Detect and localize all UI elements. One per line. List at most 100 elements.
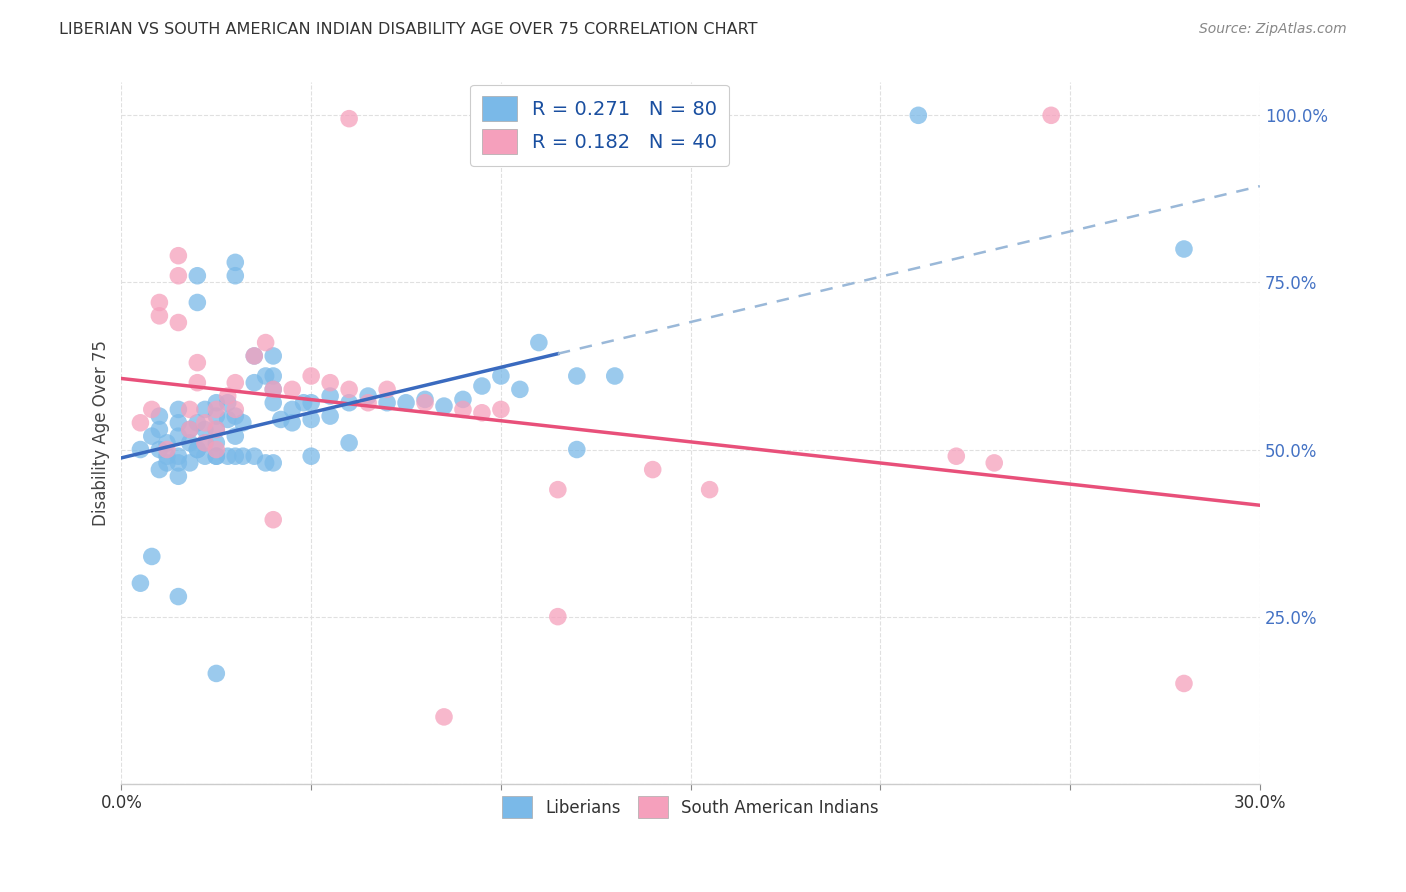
Point [254,335,277,350]
Point [565,369,588,384]
Point [262,369,284,384]
Point [156,442,179,457]
Point [186,376,208,390]
Point [217,396,239,410]
Point [194,422,217,436]
Point [243,349,266,363]
Point [217,449,239,463]
Point [270,412,292,426]
Point [357,389,380,403]
Point [194,402,217,417]
Point [319,389,342,403]
Text: LIBERIAN VS SOUTH AMERICAN INDIAN DISABILITY AGE OVER 75 CORRELATION CHART: LIBERIAN VS SOUTH AMERICAN INDIAN DISABI… [59,22,758,37]
Point [413,396,436,410]
Point [141,549,163,564]
Point [156,435,179,450]
Point [129,442,152,457]
Point [179,402,201,417]
Point [148,422,170,436]
Point [205,435,228,450]
Point [217,412,239,426]
Point [337,396,360,410]
Point [179,456,201,470]
Point [129,576,152,591]
Point [413,392,436,407]
Point [205,422,228,436]
Point [186,442,208,457]
Point [565,442,588,457]
Point [148,462,170,476]
Point [167,449,190,463]
Point [167,590,190,604]
Point [433,710,456,724]
Point [243,376,266,390]
Point [433,399,456,413]
Point [205,666,228,681]
Point [299,412,322,426]
Point [1173,676,1195,690]
Point [167,249,190,263]
Point [281,402,304,417]
Point [179,435,201,450]
Point [194,435,217,450]
Point [205,449,228,463]
Point [983,456,1005,470]
Point [299,369,322,384]
Point [224,402,246,417]
Point [167,469,190,483]
Point [141,402,163,417]
Point [641,462,664,476]
Point [907,108,929,122]
Point [243,349,266,363]
Point [224,409,246,423]
Point [395,396,418,410]
Point [205,396,228,410]
Point [148,309,170,323]
Point [945,449,967,463]
Point [319,376,342,390]
Point [337,112,360,126]
Point [243,449,266,463]
Point [224,429,246,443]
Point [262,513,284,527]
Point [148,295,170,310]
Point [699,483,721,497]
Point [167,429,190,443]
Point [262,349,284,363]
Point [194,416,217,430]
Point [194,449,217,463]
Point [224,449,246,463]
Point [451,402,474,417]
Point [186,356,208,370]
Legend: Liberians, South American Indians: Liberians, South American Indians [496,789,886,824]
Point [217,389,239,403]
Point [148,409,170,423]
Point [547,609,569,624]
Point [375,383,398,397]
Point [224,268,246,283]
Point [167,416,190,430]
Point [299,449,322,463]
Point [375,396,398,410]
Point [262,383,284,397]
Point [232,416,254,430]
Point [451,392,474,407]
Point [179,422,201,436]
Point [319,409,342,423]
Point [224,255,246,269]
Point [1173,242,1195,256]
Point [129,416,152,430]
Point [281,383,304,397]
Point [262,383,284,397]
Point [179,422,201,436]
Point [186,416,208,430]
Point [547,483,569,497]
Point [337,383,360,397]
Point [281,416,304,430]
Point [471,406,494,420]
Point [292,396,315,410]
Point [194,435,217,450]
Point [141,429,163,443]
Point [167,456,190,470]
Point [527,335,550,350]
